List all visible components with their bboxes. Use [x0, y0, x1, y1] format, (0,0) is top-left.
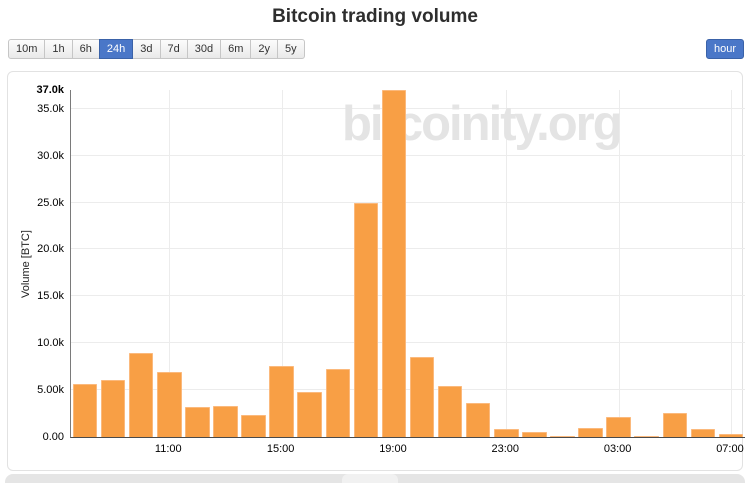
chart-panel: Volume [BTC] bitcoinity.org 0.00 5.00k 10.… — [7, 71, 745, 471]
volume-bar-11:00[interactable] — [157, 372, 182, 437]
timerange-button-7d[interactable]: 7d — [159, 39, 188, 59]
volume-bar-17:00[interactable] — [325, 368, 351, 437]
y-gridline — [71, 107, 745, 109]
y-gridline — [71, 154, 745, 156]
y-gridline — [71, 248, 745, 250]
volume-bar-08:00[interactable] — [72, 383, 98, 437]
x-gridline — [730, 90, 732, 437]
volume-bar-14:00[interactable] — [241, 414, 266, 437]
x-gridline — [618, 90, 620, 437]
y-tick-label: 30.0k — [37, 149, 64, 162]
x-gridline — [281, 90, 283, 437]
volume-bar-01:00[interactable] — [550, 435, 575, 437]
next-panel-top-edge — [5, 474, 745, 483]
timerange-button-30d[interactable]: 30d — [186, 39, 222, 59]
x-tick-label: 15:00 — [266, 443, 295, 455]
volume-bar-02:00[interactable] — [578, 427, 603, 437]
x-tick-label: 11:00 — [154, 443, 182, 455]
y-gridline — [71, 342, 745, 344]
volume-bar-04:00[interactable] — [634, 435, 659, 437]
volume-bar-21:00[interactable] — [437, 386, 463, 437]
y-tick-label: 15.0k — [37, 290, 64, 303]
x-gridline — [169, 90, 171, 437]
volume-bar-20:00[interactable] — [409, 357, 435, 437]
volume-bar-23:00[interactable] — [494, 428, 519, 437]
interval-hour-button[interactable]: hour — [705, 39, 744, 59]
timerange-button-6m[interactable]: 6m — [220, 39, 252, 59]
volume-bar-05:00[interactable] — [662, 412, 688, 437]
plot-area — [70, 90, 745, 438]
y-tick-label: 10.0k — [37, 337, 64, 350]
y-gridline — [71, 295, 745, 297]
y-tick-label: 20.0k — [37, 243, 64, 256]
timerange-button-1h[interactable]: 1h — [44, 39, 73, 59]
x-tick-label: 03:00 — [603, 443, 632, 455]
timerange-button-6h[interactable]: 6h — [71, 39, 100, 59]
volume-bar-03:00[interactable] — [606, 417, 631, 437]
timerange-button-10m[interactable]: 10m — [8, 39, 46, 59]
volume-bar-13:00[interactable] — [213, 406, 238, 437]
x-tick-label: 23:00 — [491, 443, 520, 455]
timerange-button-2y[interactable]: 2y — [250, 39, 279, 59]
y-tick-label: 25.0k — [37, 196, 64, 209]
volume-bar-07:00[interactable] — [718, 434, 744, 437]
timerange-button-3d[interactable]: 3d — [132, 39, 161, 59]
timerange-button-5y[interactable]: 5y — [277, 39, 305, 59]
y-axis-title: Volume [BTC] — [20, 230, 32, 298]
volume-bar-16:00[interactable] — [297, 391, 322, 437]
volume-bar-10:00[interactable] — [128, 352, 154, 437]
volume-bar-15:00[interactable] — [269, 365, 294, 437]
x-tick-label: 07:00 — [716, 443, 744, 455]
page-title: Bitcoin trading volume — [272, 6, 478, 27]
volume-bar-12:00[interactable] — [185, 407, 210, 437]
x-tick-label: 19:00 — [379, 443, 407, 455]
y-tick-label: 35.0k — [37, 102, 64, 115]
y-tick-label: 5.00k — [37, 384, 64, 397]
y-tick-label: 37.0k — [36, 84, 64, 96]
volume-bar-18:00[interactable] — [353, 203, 379, 437]
volume-bar-00:00[interactable] — [522, 431, 547, 437]
volume-bar-19:00[interactable] — [381, 90, 407, 437]
bars-layer — [71, 90, 745, 437]
volume-bar-22:00[interactable] — [465, 403, 491, 437]
volume-bar-09:00[interactable] — [100, 379, 126, 437]
panel-resize-handle[interactable] — [342, 474, 398, 483]
timerange-button-group: 10m 1h 6h 24h 3d 7d 30d 6m 2y 5y — [8, 39, 305, 59]
y-gridline — [71, 201, 745, 203]
y-gridline — [71, 389, 745, 391]
timerange-button-24h[interactable]: 24h — [98, 39, 134, 59]
x-gridline — [506, 90, 508, 437]
volume-bar-06:00[interactable] — [690, 428, 716, 437]
y-tick-label: 0.00 — [42, 431, 64, 443]
